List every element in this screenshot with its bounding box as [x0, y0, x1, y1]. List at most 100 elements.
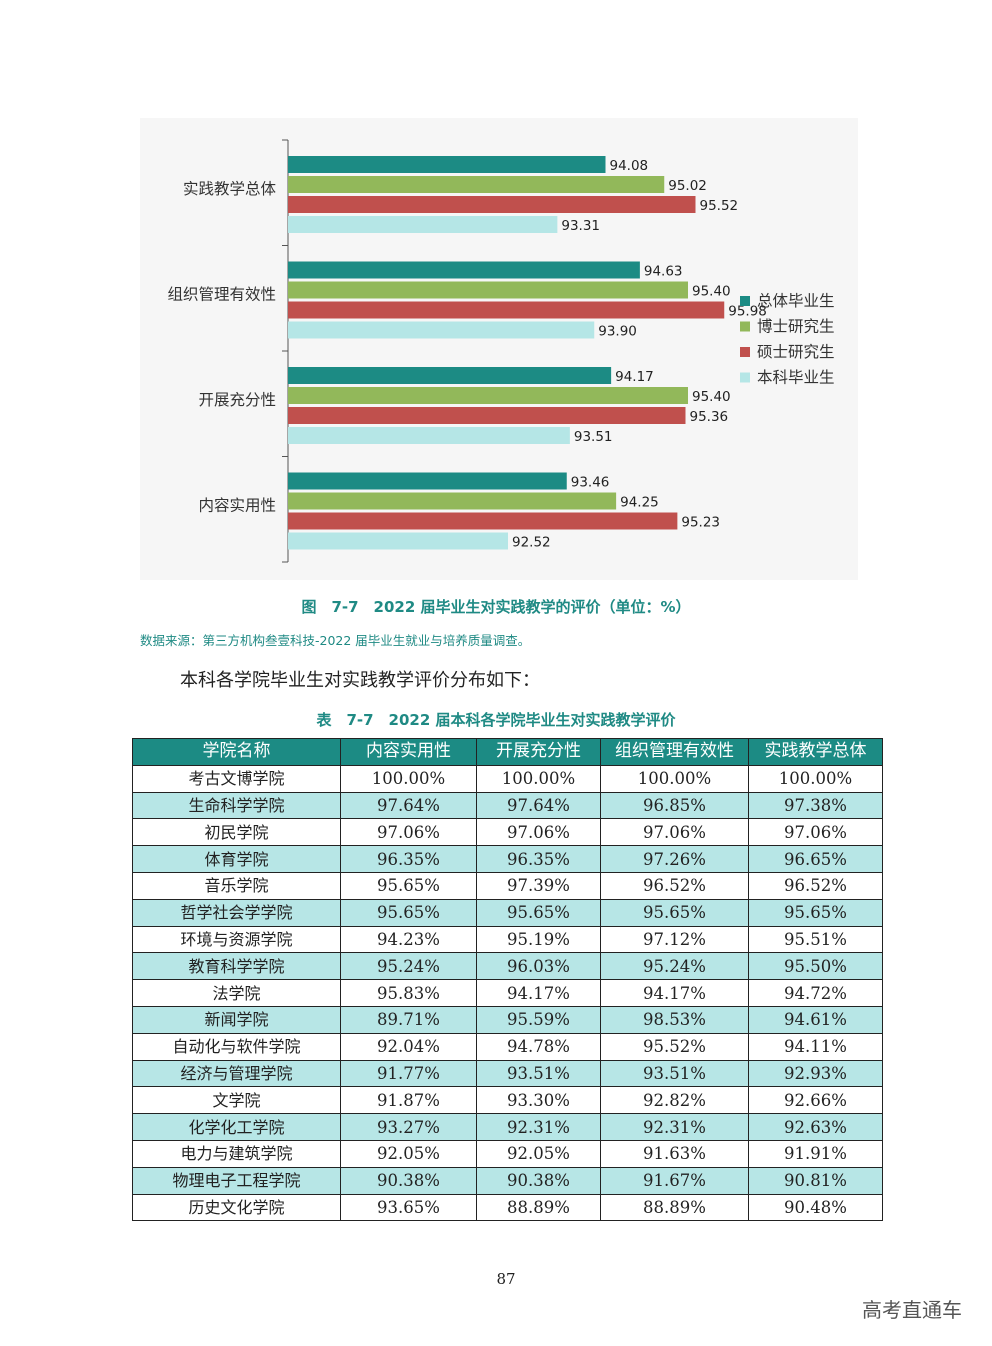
college-name-cell: 初民学院 [132, 818, 341, 847]
college-name-cell: 新闻学院 [132, 1005, 341, 1034]
value-cell: 92.05% [340, 1139, 477, 1168]
table-row: 法学院 95.83% 94.17% 94.17% 94.72% [132, 979, 883, 1007]
bar-4 [288, 321, 595, 339]
value-cell: 90.81% [748, 1166, 883, 1195]
table-row: 生命科学学院 97.64% 97.64% 96.85% 97.38% [132, 791, 883, 820]
college-name-cell: 历史文化学院 [132, 1193, 341, 1222]
category-label: 组织管理有效性 [167, 286, 276, 304]
college-name-cell: 教育科学学院 [132, 952, 341, 981]
value-cell: 95.24% [340, 952, 477, 981]
value-cell: 93.27% [340, 1113, 477, 1141]
value-cell: 97.26% [600, 845, 749, 873]
value-cell: 92.63% [748, 1113, 883, 1141]
value-cell: 94.17% [600, 979, 749, 1007]
header-management: 组织管理有效性 [600, 738, 749, 766]
table-row: 历史文化学院 93.65% 88.89% 88.89% 90.48% [132, 1193, 883, 1222]
figure-source: 数据来源：第三方机构叁壹科技-2022 届毕业生就业与培养质量调查。 [140, 633, 531, 648]
category-label: 内容实用性 [198, 497, 276, 515]
bar-2 [288, 281, 688, 299]
college-name-cell: 音乐学院 [132, 871, 341, 900]
bar-value-label: 95.36 [690, 409, 729, 425]
value-cell: 96.35% [476, 845, 601, 873]
header-overall: 实践教学总体 [748, 738, 883, 766]
value-cell: 97.06% [600, 818, 749, 847]
value-cell: 93.51% [476, 1059, 601, 1088]
bar-value-label: 93.90 [598, 324, 637, 340]
legend-swatch [740, 321, 750, 332]
bar-4 [288, 216, 558, 233]
value-cell: 95.65% [476, 898, 601, 927]
value-cell: 95.51% [748, 925, 883, 954]
value-cell: 95.19% [476, 925, 601, 954]
value-cell: 100.00% [600, 764, 749, 793]
bar-2 [288, 176, 665, 193]
bar-value-label: 95.98 [728, 304, 767, 320]
table-row: 哲学社会学学院 95.65% 95.65% 95.65% 95.65% [132, 898, 883, 927]
bar-value-label: 94.08 [610, 158, 649, 174]
bar-1 [288, 156, 606, 173]
value-cell: 95.65% [340, 871, 477, 900]
watermark: 高考直通车 [862, 1298, 962, 1322]
value-cell: 92.31% [600, 1113, 749, 1141]
table-title: 表 7-7 2022 届本科各学院毕业生对实践教学评价 [316, 711, 676, 729]
table-row: 初民学院 97.06% 97.06% 97.06% 97.06% [132, 818, 883, 847]
value-cell: 90.38% [476, 1166, 601, 1195]
value-cell: 97.06% [748, 818, 883, 847]
value-cell: 91.77% [340, 1059, 477, 1088]
value-cell: 97.39% [476, 871, 601, 900]
value-cell: 95.65% [748, 898, 883, 927]
bar-2 [288, 387, 688, 404]
category-label: 开展充分性 [198, 391, 276, 409]
value-cell: 98.53% [600, 1005, 749, 1034]
value-cell: 96.52% [748, 871, 883, 900]
bar-4 [288, 532, 508, 550]
value-cell: 100.00% [748, 764, 883, 793]
value-cell: 96.65% [748, 845, 883, 873]
bar-chart: 实践教学总体 94.08 95.02 95.52 93.31 组织管理有效性 94.63 95… [140, 118, 858, 580]
value-cell: 91.67% [600, 1166, 749, 1195]
college-name-cell: 化学化工学院 [132, 1113, 341, 1141]
value-cell: 88.89% [600, 1193, 749, 1222]
value-cell: 92.82% [600, 1086, 749, 1115]
college-name-cell: 法学院 [132, 979, 341, 1007]
value-cell: 92.66% [748, 1086, 883, 1115]
table-row: 经济与管理学院 91.77% 93.51% 93.51% 92.93% [132, 1059, 883, 1088]
value-cell: 97.64% [340, 791, 477, 820]
value-cell: 93.51% [600, 1059, 749, 1088]
college-name-cell: 考古文博学院 [132, 764, 341, 793]
bar-value-label: 95.40 [692, 389, 731, 405]
value-cell: 97.06% [476, 818, 601, 847]
bar-value-label: 95.02 [668, 178, 707, 194]
bar-1 [288, 367, 612, 384]
bar-value-label: 94.17 [615, 369, 654, 385]
value-cell: 97.64% [476, 791, 601, 820]
bar-2 [288, 492, 617, 510]
value-cell: 95.83% [340, 979, 477, 1007]
value-cell: 91.63% [600, 1139, 749, 1168]
table-row: 考古文博学院 100.00% 100.00% 100.00% 100.00% [132, 764, 883, 793]
bar-value-label: 92.52 [512, 535, 551, 551]
table-header-row: 学院名称 内容实用性 开展充分性 组织管理有效性 实践教学总体 [132, 738, 883, 766]
value-cell: 100.00% [476, 764, 601, 793]
value-cell: 94.17% [476, 979, 601, 1007]
value-cell: 97.06% [340, 818, 477, 847]
value-cell: 95.24% [600, 952, 749, 981]
value-cell: 95.65% [340, 898, 477, 927]
header-content: 内容实用性 [340, 738, 477, 766]
value-cell: 88.89% [476, 1193, 601, 1222]
college-name-cell: 环境与资源学院 [132, 925, 341, 954]
value-cell: 95.52% [600, 1032, 749, 1061]
bar-value-label: 95.52 [700, 198, 739, 214]
college-name-cell: 电力与建筑学院 [132, 1139, 341, 1168]
value-cell: 90.48% [748, 1193, 883, 1222]
value-cell: 95.65% [600, 898, 749, 927]
table-row: 自动化与软件学院 92.04% 94.78% 95.52% 94.11% [132, 1032, 883, 1061]
legend-label: 硕士研究生 [757, 343, 835, 361]
value-cell: 91.91% [748, 1139, 883, 1168]
value-cell: 94.11% [748, 1032, 883, 1061]
bar-value-label: 95.40 [692, 284, 731, 300]
legend-label: 博士研究生 [757, 318, 835, 336]
college-evaluation-table: 学院名称 内容实用性 开展充分性 组织管理有效性 实践教学总体 考古文博学院 10… [132, 738, 883, 1222]
value-cell: 94.72% [748, 979, 883, 1007]
value-cell: 97.12% [600, 925, 749, 954]
